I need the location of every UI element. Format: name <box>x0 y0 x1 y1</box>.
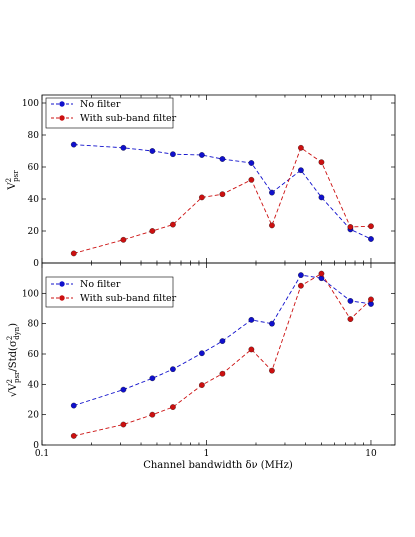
series-line-sub-band-filter-bottom <box>73 272 372 437</box>
data-point-sub-band-filter-top <box>248 176 255 183</box>
data-point-no-filter-bottom <box>199 350 205 357</box>
data-point-no-filter-bottom <box>149 375 156 382</box>
data-point-no-filter-top <box>170 151 176 158</box>
data-point-sub-band-filter-bottom <box>219 370 226 377</box>
data-point-sub-band-filter-bottom <box>318 270 325 277</box>
data-point-sub-band-filter-bottom <box>269 367 275 374</box>
y-tick-label-bottom: 80 <box>28 320 40 330</box>
data-point-sub-band-filter-top <box>70 250 77 257</box>
y-tick-label-top: 20 <box>28 227 40 237</box>
data-point-sub-band-filter-top <box>298 144 304 151</box>
data-point-no-filter-bottom <box>298 272 304 278</box>
series-top <box>70 141 374 257</box>
series-line-sub-band-filter-top <box>73 147 372 254</box>
y-tick-label-bottom: 0 <box>33 441 39 451</box>
data-point-no-filter-top <box>368 236 374 242</box>
data-point-sub-band-filter-top <box>368 223 374 230</box>
legend-label-no-filter-bottom: No filter <box>80 279 121 290</box>
data-point-sub-band-filter-top <box>199 194 205 201</box>
y-tick-label-top: 100 <box>22 99 39 109</box>
data-point-no-filter-bottom <box>170 366 176 373</box>
y-tick-label-bottom: 100 <box>22 289 39 299</box>
data-point-sub-band-filter-bottom <box>149 411 156 418</box>
data-point-no-filter-top <box>199 152 205 158</box>
data-point-sub-band-filter-top <box>318 159 325 166</box>
data-point-sub-band-filter-bottom <box>120 421 127 428</box>
legend-marker-no-filter-top <box>59 101 65 107</box>
data-point-sub-band-filter-top <box>149 228 156 234</box>
y-tick-label-bottom: 20 <box>28 411 40 421</box>
x-ticks-bottom: 0.1 1 10 <box>35 263 377 459</box>
data-point-no-filter-top <box>298 167 304 174</box>
legend-box-bottom <box>45 276 174 308</box>
x-ticks-top <box>41 95 372 263</box>
data-point-no-filter-top <box>318 194 325 201</box>
data-point-no-filter-bottom <box>70 402 77 409</box>
data-point-no-filter-bottom <box>347 298 354 304</box>
data-point-no-filter-top <box>219 156 226 162</box>
data-point-no-filter-bottom <box>269 320 275 327</box>
legend-label-filter-top: With sub-band filter <box>80 113 177 124</box>
chart-top: 0 20 40 60 80 100 No filter With sub-band fil… <box>5 94 396 269</box>
chart-bottom: 0 20 40 60 80 100 0.1 1 10 No filter With sub-b… <box>6 262 396 471</box>
data-point-sub-band-filter-bottom <box>199 382 205 388</box>
data-point-sub-band-filter-top <box>120 236 127 243</box>
data-point-sub-band-filter-top <box>347 224 354 230</box>
data-point-no-filter-top <box>248 160 255 166</box>
data-point-sub-band-filter-top <box>269 222 275 229</box>
y-tick-label-top: 60 <box>28 163 40 173</box>
legend-top: No filter With sub-band filter <box>45 97 177 129</box>
y-ticks-bottom: 0 20 40 60 80 100 <box>22 289 395 451</box>
data-point-no-filter-top <box>269 189 275 196</box>
data-point-no-filter-bottom <box>219 338 226 344</box>
data-point-sub-band-filter-bottom <box>70 433 77 439</box>
y-axis-label-top: V2psr <box>5 170 20 191</box>
series-bottom <box>70 270 374 439</box>
data-point-sub-band-filter-top <box>170 221 176 228</box>
x-axis-label: Channel bandwidth δν (MHz) <box>143 460 293 471</box>
y-axis-label-bottom: √V2psr/Std(σ2dyn) <box>6 323 21 397</box>
series-line-no-filter-top <box>73 144 372 240</box>
legend-label-filter-bottom: With sub-band filter <box>80 293 177 304</box>
y-tick-label-bottom: 60 <box>28 350 40 360</box>
y-tick-label-top: 80 <box>28 131 40 141</box>
y-tick-label-bottom: 40 <box>28 380 40 390</box>
legend-marker-no-filter-bottom <box>59 281 65 287</box>
legend-marker-filter-top <box>59 115 65 121</box>
legend-box-top <box>45 97 174 129</box>
data-point-sub-band-filter-bottom <box>248 346 255 353</box>
y-ticks-top: 0 20 40 60 80 100 <box>22 99 395 269</box>
y-tick-label-top: 0 <box>33 259 39 269</box>
data-point-no-filter-top <box>120 144 127 151</box>
x-tick-label: 0.1 <box>35 449 49 459</box>
data-point-sub-band-filter-bottom <box>368 296 374 303</box>
y-tick-label-top: 40 <box>28 195 40 205</box>
legend-label-no-filter-top: No filter <box>80 99 121 110</box>
data-point-sub-band-filter-bottom <box>347 316 354 322</box>
legend-bottom: No filter With sub-band filter <box>45 276 177 308</box>
data-point-sub-band-filter-bottom <box>298 282 304 289</box>
data-point-no-filter-top <box>70 141 77 148</box>
x-tick-label: 1 <box>204 449 210 459</box>
data-point-no-filter-bottom <box>248 317 255 323</box>
data-point-sub-band-filter-bottom <box>170 404 176 410</box>
legend-marker-filter-bottom <box>59 295 65 301</box>
data-point-no-filter-bottom <box>120 386 127 393</box>
x-tick-label: 10 <box>365 449 377 459</box>
data-point-sub-band-filter-top <box>219 191 226 198</box>
data-point-no-filter-top <box>149 148 156 154</box>
